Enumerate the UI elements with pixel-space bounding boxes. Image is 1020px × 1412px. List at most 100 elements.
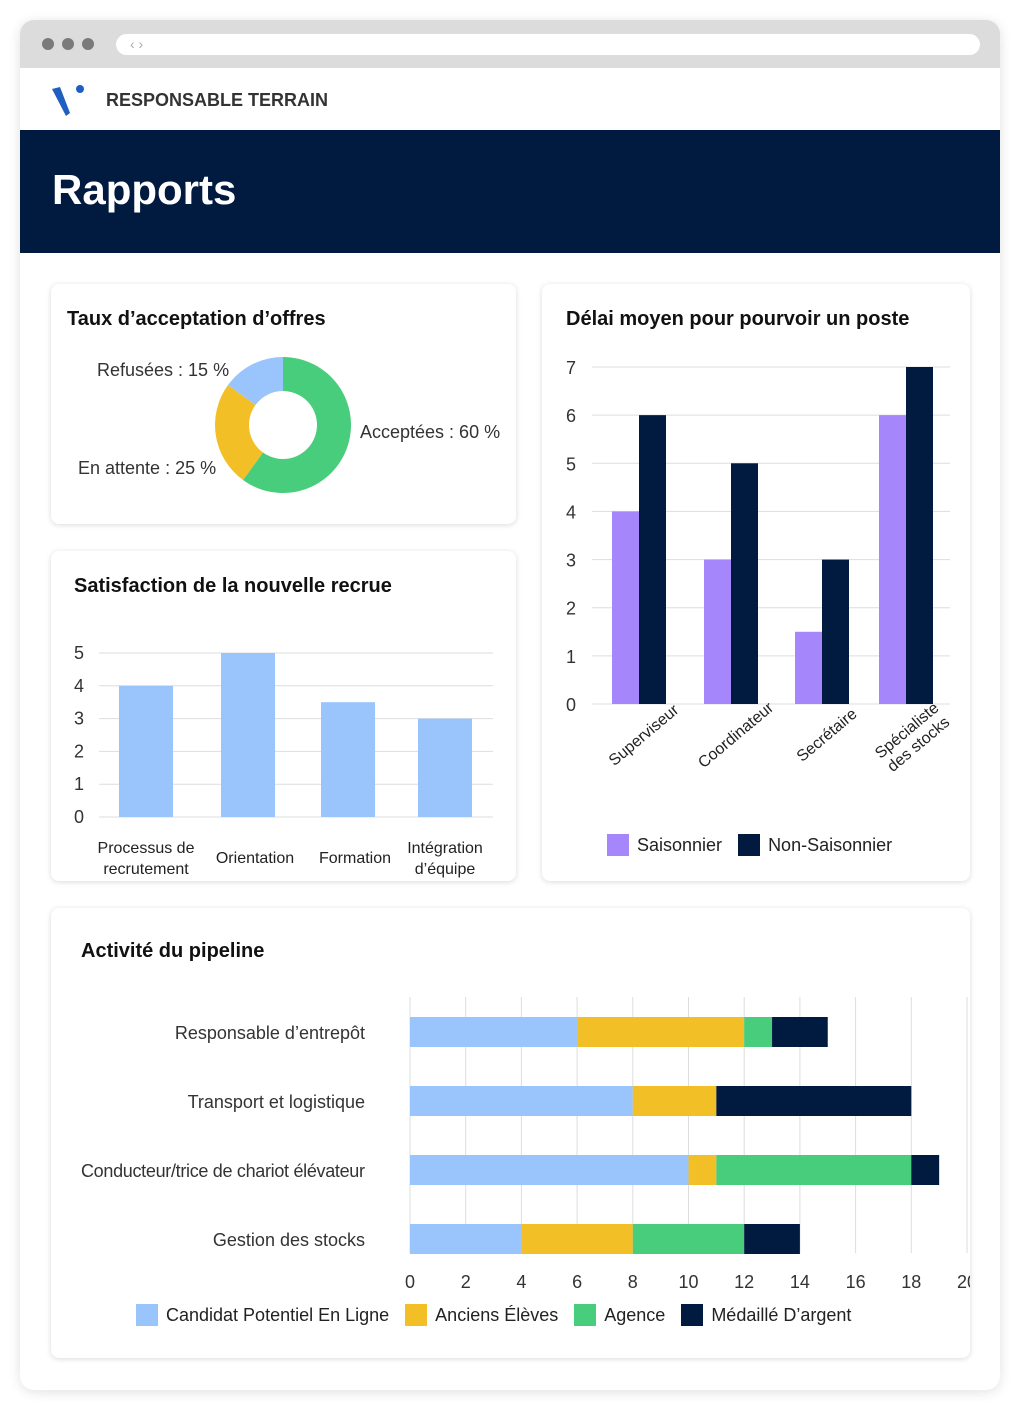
x-tick-label: 4: [516, 1272, 526, 1292]
x-tick-label: Orientation: [216, 850, 294, 867]
x-tick-label: Formation: [319, 850, 391, 867]
bar-segment: [716, 1155, 912, 1185]
y-tick-label: Responsable d’entrepôt: [175, 1023, 365, 1043]
y-tick-label: 3: [74, 709, 84, 729]
satisfaction-chart: 0 1 2 3 4 5 Processus de recrutement Orientation…: [74, 643, 493, 878]
donut-chart: Acceptées : 60 % En attente : 25 % Refusée…: [78, 357, 500, 493]
bar-segment: [410, 1224, 522, 1254]
legend: Candidat Potentiel En Ligne Anciens Élèv…: [136, 1304, 851, 1326]
bar-segment: [688, 1155, 717, 1185]
bar: [321, 702, 375, 817]
bar-segment: [744, 1017, 773, 1047]
bar-segment: [632, 1224, 745, 1254]
legend-item: Médaillé D’argent: [681, 1304, 851, 1326]
offer-acceptance-card: Taux d’acceptation d’offres Acceptées : …: [51, 284, 516, 524]
donut-slice: [215, 385, 264, 481]
top-bar: RESPONSABLE TERRAIN: [20, 68, 1000, 130]
x-tick-label: 0: [405, 1272, 415, 1292]
pipeline-card: Activité du pipeline 0 2 4 6 8 10 12 14 16 18 20 Re…: [51, 908, 970, 1358]
window-dot: [62, 38, 74, 50]
bar-segment: [911, 1155, 940, 1185]
y-tick-label: 2: [566, 599, 576, 619]
bar-non-saisonnier: [822, 559, 849, 704]
x-tick-label: recrutement: [103, 861, 189, 878]
x-tick-label: d’équipe: [415, 861, 476, 878]
logo-icon: [52, 85, 84, 116]
y-tick-label: 0: [74, 807, 84, 827]
bar-segment: [772, 1017, 828, 1047]
x-tick-label: 8: [628, 1272, 638, 1292]
bar-non-saisonnier: [639, 415, 666, 704]
legend: Saisonnier Non-Saisonnier: [607, 834, 892, 856]
slice-label: En attente : 25 %: [78, 458, 216, 478]
bar-saisonnier: [879, 415, 906, 704]
y-tick-label: Transport et logistique: [188, 1092, 365, 1112]
satisfaction-card: Satisfaction de la nouvelle recrue 0 1 2 3 4…: [51, 551, 516, 881]
y-tick-label: Gestion des stocks: [213, 1230, 365, 1250]
bar-saisonnier: [612, 511, 639, 704]
chevrons-left-right-icon[interactable]: ‹ ›: [130, 36, 144, 52]
y-tick-label: 7: [566, 358, 576, 378]
bar-non-saisonnier: [731, 463, 758, 704]
card-title: Activité du pipeline: [81, 940, 265, 962]
bar: [119, 685, 173, 817]
card-title: Taux d’acceptation d’offres: [67, 308, 326, 330]
y-tick-label: 1: [566, 647, 576, 667]
browser-chrome: ‹ ›: [20, 20, 1000, 68]
x-tick-label: Secrétaire: [794, 706, 861, 766]
address-bar[interactable]: ‹ ›: [116, 34, 980, 55]
bar-segment: [577, 1017, 745, 1047]
bar-segment: [410, 1155, 689, 1185]
x-tick-label: Intégration: [407, 840, 483, 857]
x-tick-label: Coordinateur: [695, 699, 777, 772]
legend-item: Non-Saisonnier: [738, 834, 892, 856]
browser-window: ‹ › RESPONSABLE TERRAIN Rapports Taux d’…: [20, 20, 1000, 1390]
y-tick-label: 5: [74, 643, 84, 663]
bar-saisonnier: [704, 559, 731, 704]
donut-slice: [243, 357, 352, 493]
y-tick-label: Conducteur/trice de chariot élévateur: [81, 1161, 365, 1181]
bar: [418, 718, 472, 817]
x-tick-label: 16: [846, 1272, 866, 1292]
legend-item: Anciens Élèves: [405, 1304, 558, 1326]
bar-non-saisonnier: [906, 367, 933, 704]
x-tick-label: 12: [734, 1272, 754, 1292]
y-tick-label: 3: [566, 551, 576, 571]
x-tick-label: Spécialistedes stocks: [872, 700, 954, 777]
time-to-fill-card: Délai moyen pour pourvoir un poste 0 1 2 3 4…: [542, 284, 970, 881]
y-tick-label: 5: [566, 454, 576, 474]
donut-slice: [227, 357, 283, 406]
y-tick-label: 2: [74, 741, 84, 761]
slice-label: Refusées : 15 %: [97, 360, 229, 380]
x-tick-label: Processus de: [98, 840, 195, 857]
x-tick-label: 2: [461, 1272, 471, 1292]
bar-segment: [521, 1224, 633, 1254]
window-dot: [42, 38, 54, 50]
x-tick-label: Superviseur: [606, 701, 683, 769]
y-tick-label: 4: [566, 502, 576, 522]
window-dot: [82, 38, 94, 50]
brand-name: RESPONSABLE TERRAIN: [106, 90, 329, 110]
legend-item: Candidat Potentiel En Ligne: [136, 1304, 389, 1326]
y-tick-label: 4: [74, 676, 84, 696]
bar-segment: [632, 1086, 717, 1116]
time-to-fill-chart: 0 1 2 3 4 5 6 7 Superviseur Coordinateur Secrétair…: [566, 358, 954, 777]
slice-label: Acceptées : 60 %: [360, 422, 500, 442]
bar-saisonnier: [795, 631, 822, 704]
page-title: Rapports: [52, 166, 237, 213]
card-title: Satisfaction de la nouvelle recrue: [74, 575, 392, 597]
page-header: Rapports: [20, 130, 1000, 253]
bar-segment: [410, 1017, 578, 1047]
y-tick-label: 0: [566, 695, 576, 715]
card-title: Délai moyen pour pourvoir un poste: [566, 308, 910, 330]
y-tick-label: 1: [74, 774, 84, 794]
x-tick-label: 10: [678, 1272, 698, 1292]
legend-item: Saisonnier: [607, 834, 722, 856]
x-tick-label: 18: [901, 1272, 921, 1292]
y-tick-label: 6: [566, 406, 576, 426]
x-tick-label: 20: [957, 1272, 970, 1292]
legend-item: Agence: [574, 1304, 665, 1326]
x-tick-label: 14: [790, 1272, 810, 1292]
bar: [221, 653, 275, 817]
bar-segment: [410, 1086, 633, 1116]
